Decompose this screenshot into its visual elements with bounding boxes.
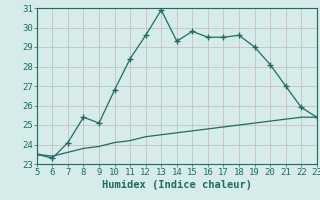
X-axis label: Humidex (Indice chaleur): Humidex (Indice chaleur) [102,180,252,190]
